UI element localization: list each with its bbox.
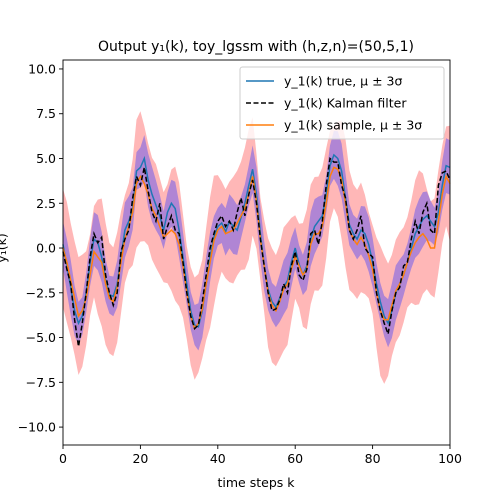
y-axis: −10.0 −7.5 −5.0 −2.5 0.0 2.5 5.0 7.5 10.0 xyxy=(18,61,63,435)
x-axis: 0 20 40 60 80 100 xyxy=(59,445,462,466)
y-axis-label: y₁(k) xyxy=(0,233,9,262)
legend-entry-label: y_1(k) sample, μ ± 3σ xyxy=(284,118,422,133)
y-tick-label: 7.5 xyxy=(36,106,56,121)
true-confidence-band xyxy=(63,130,450,351)
y-tick-label: 10.0 xyxy=(28,61,56,76)
legend-box xyxy=(239,66,445,140)
y-tick-label: −5.0 xyxy=(26,330,56,345)
legend-entry-label: y_1(k) Kalman filter xyxy=(284,96,407,111)
x-tick-label: 0 xyxy=(59,451,67,466)
x-tick-label: 20 xyxy=(132,451,148,466)
series-line-kalman xyxy=(62,156,451,347)
sample-confidence-band xyxy=(63,111,450,384)
x-tick-label: 60 xyxy=(287,451,303,466)
plot-frame xyxy=(62,59,451,446)
lines-layer xyxy=(62,153,451,347)
x-tick-label: 40 xyxy=(210,451,226,466)
x-tick-label: 100 xyxy=(438,451,462,466)
x-tick-label: 80 xyxy=(365,451,381,466)
y-tick-label: 0.0 xyxy=(36,241,56,256)
legend: y_1(k) true, μ ± 3σ y_1(k) Kalman filter y… xyxy=(239,66,445,140)
bands-layer xyxy=(63,111,450,384)
chart-title: Output y₁(k), toy_lgssm with (h,z,n)=(50… xyxy=(98,39,414,55)
y-tick-label: 2.5 xyxy=(36,196,56,211)
y-tick-label: −10.0 xyxy=(18,420,56,435)
y-tick-label: −2.5 xyxy=(26,285,56,300)
legend-entry-label: y_1(k) true, μ ± 3σ xyxy=(284,74,402,89)
series-line-true xyxy=(62,153,451,328)
y-tick-label: −7.5 xyxy=(26,375,56,390)
x-axis-label: time steps k xyxy=(218,475,296,490)
y-tick-label: 5.0 xyxy=(36,151,56,166)
